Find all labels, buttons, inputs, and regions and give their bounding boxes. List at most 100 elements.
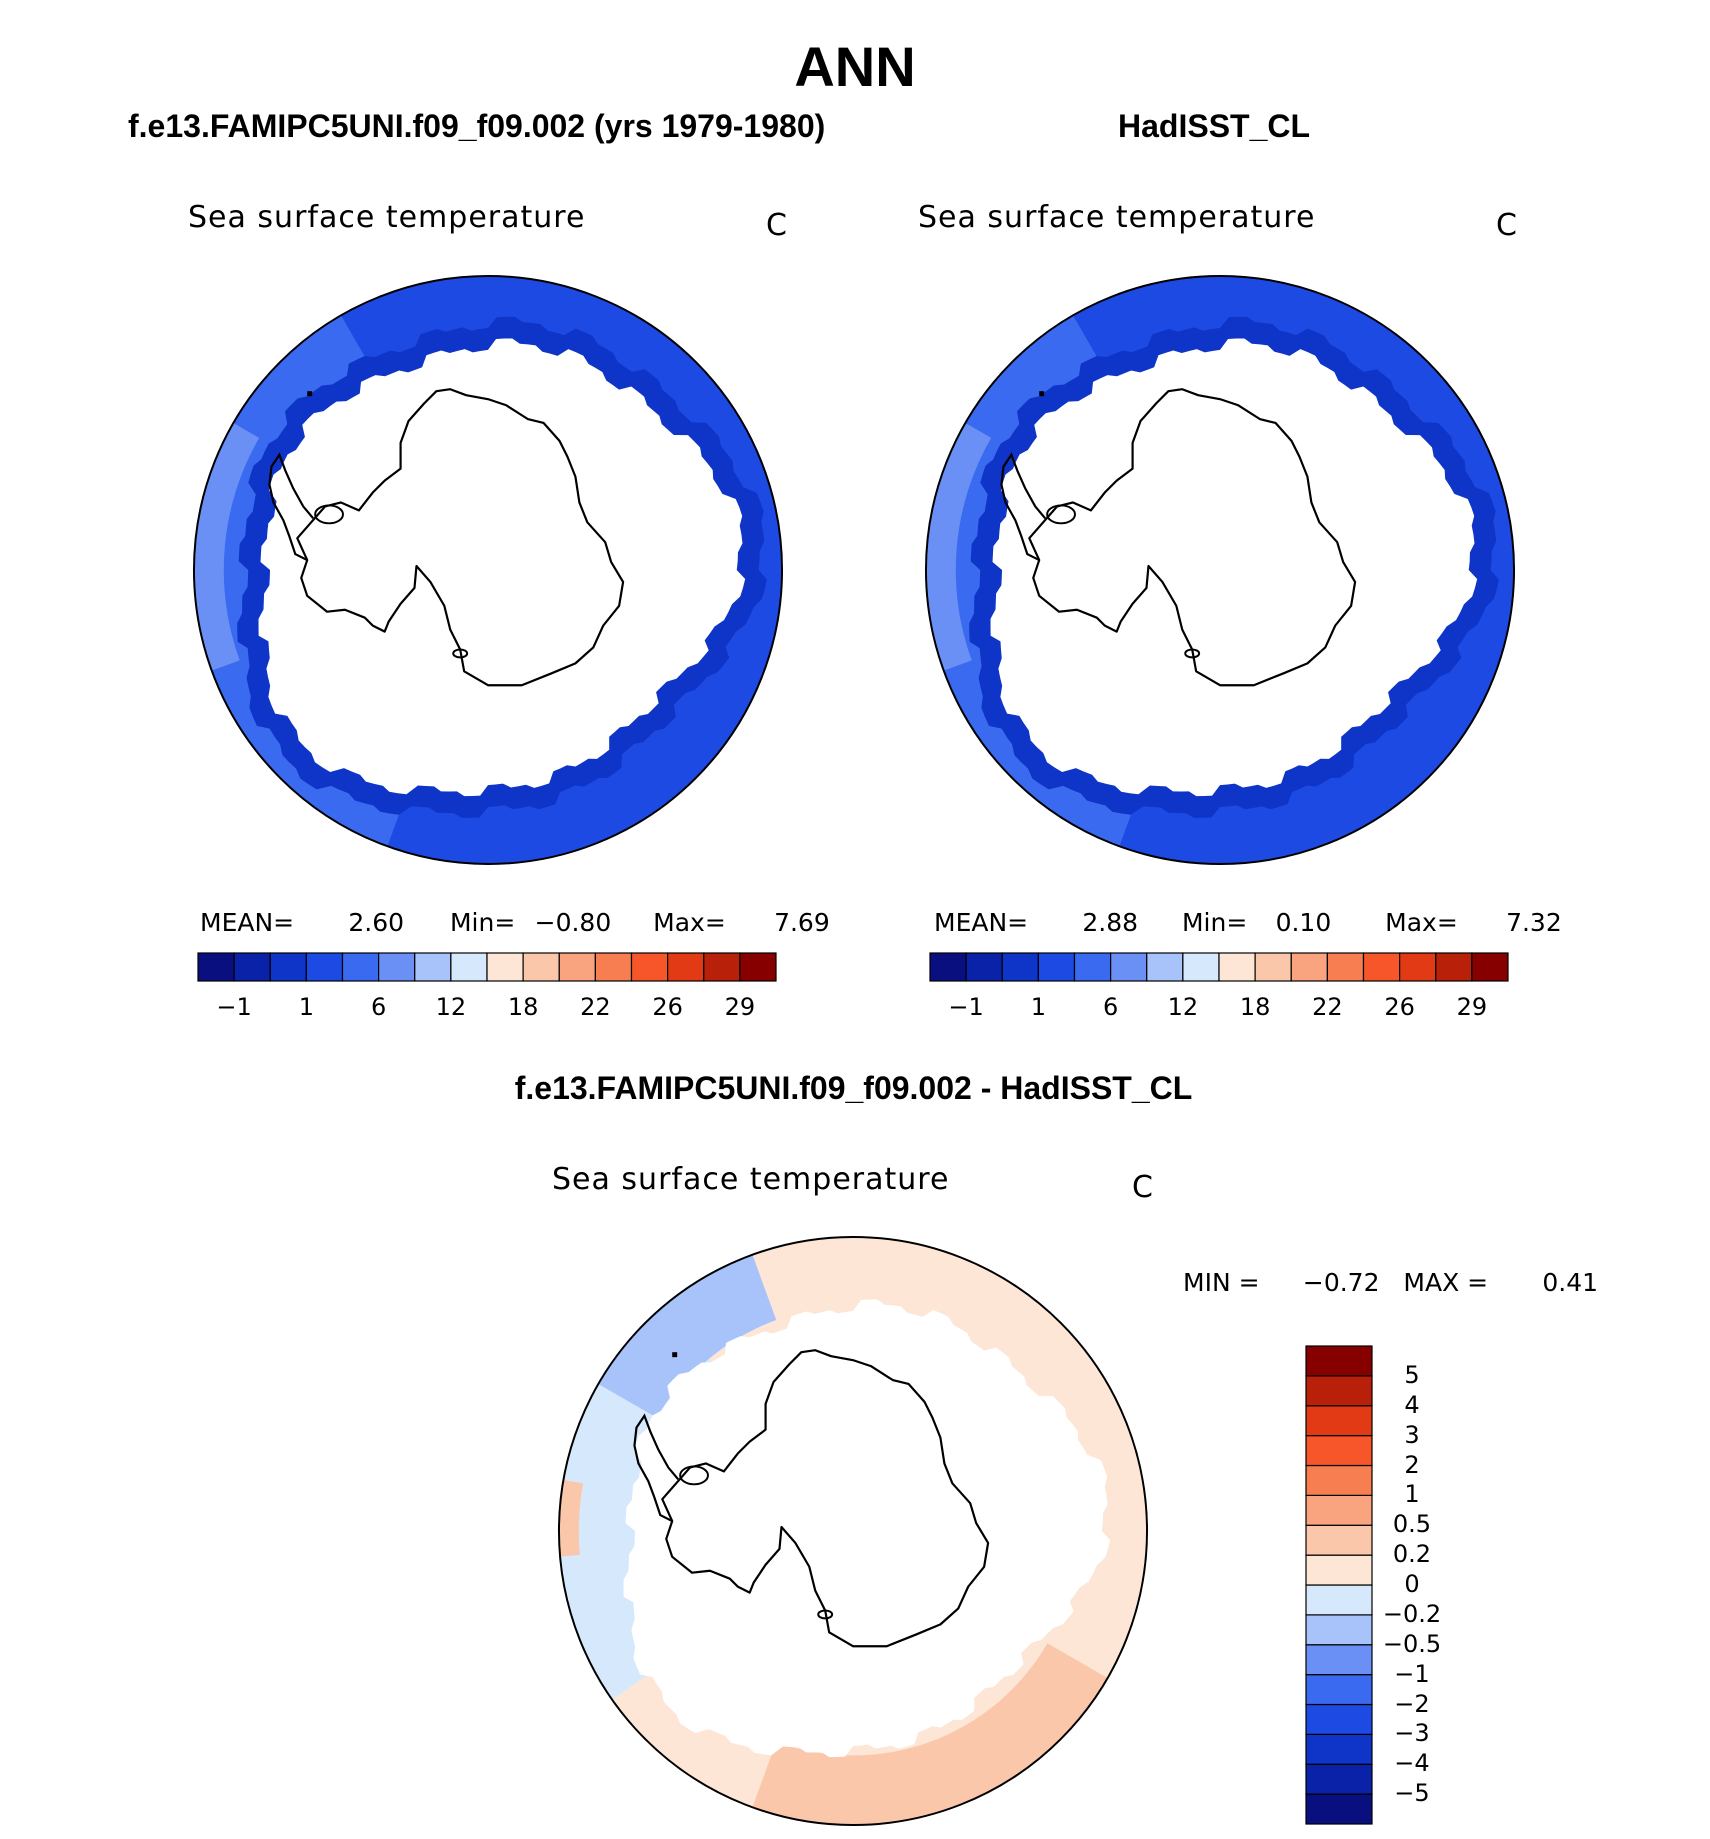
colorbar-tick-label: 29 <box>1456 993 1488 1021</box>
colorbar-cell <box>630 952 669 982</box>
colorbar-tick-label: 22 <box>580 993 611 1021</box>
min-label: Min= <box>449 908 516 937</box>
colorbar-cell <box>1471 952 1509 982</box>
colorbar-tick-label: 12 <box>435 993 467 1021</box>
colorbar-tick-label: 1 <box>1030 993 1047 1021</box>
diff-band <box>558 1479 584 1557</box>
variable-label-obs: Sea surface temperature <box>918 200 1316 235</box>
peninsula-coastline <box>1000 452 1047 562</box>
peninsula-coastline <box>633 1413 680 1523</box>
colorbar-labels-model: −1 1 6 12 18 22 26 29 <box>198 993 776 1023</box>
colorbar-tick-label: −0.5 <box>1382 1629 1442 1658</box>
colorbar-cell <box>522 952 560 982</box>
colorbar-cell <box>667 952 705 982</box>
island <box>1039 391 1045 397</box>
colorbar-cell <box>965 952 1003 982</box>
main-title: ANN <box>794 35 916 98</box>
colorbar-model <box>197 952 777 982</box>
colorbar-cell <box>269 952 307 982</box>
colorbar-cell <box>1218 952 1256 982</box>
mean-label: MEAN= <box>934 908 1029 937</box>
island <box>1046 504 1076 525</box>
min-value: 0.10 <box>1275 908 1332 937</box>
colorbar-cell <box>1037 952 1076 982</box>
colorbar-tick-label: −0.2 <box>1382 1599 1442 1628</box>
island <box>314 504 344 525</box>
island <box>452 648 469 659</box>
colorbar-cell <box>1305 1674 1373 1706</box>
variable-label-diff: Sea surface temperature <box>552 1162 950 1197</box>
colorbar-cell <box>1305 1494 1373 1526</box>
panel-title-diff: f.e13.FAMIPC5UNI.f09_f09.002 - HadISST_C… <box>514 1070 1193 1106</box>
colorbar-obs <box>929 952 1509 982</box>
map-border <box>924 274 1516 866</box>
colorbar-tick-label: 4 <box>1404 1390 1420 1419</box>
variable-label-model: Sea surface temperature <box>188 200 586 235</box>
colorbar-cell <box>1305 1524 1373 1556</box>
colorbar-cell <box>1182 952 1220 982</box>
colorbar-tick-label: 0.5 <box>1392 1510 1432 1539</box>
map-border <box>557 1235 1149 1827</box>
colorbar-cell <box>1305 1584 1373 1616</box>
colorbar-cell <box>1305 1703 1373 1735</box>
antarctica-coastline <box>661 1349 990 1648</box>
colorbar-cell <box>703 952 741 982</box>
colorbar-tick-label: −1 <box>1394 1659 1430 1688</box>
colorbar-tick-label: 0.2 <box>1392 1540 1432 1569</box>
max-value: 7.32 <box>1506 908 1562 937</box>
colorbar-cell <box>1305 1554 1373 1586</box>
colorbar-tick-label: 3 <box>1404 1420 1420 1449</box>
colorbar-cell <box>1305 1405 1373 1437</box>
colorbar-tick-label: 12 <box>1167 993 1199 1021</box>
map-layer <box>925 275 1515 865</box>
colorbar-cell <box>378 952 416 982</box>
colorbar-cell <box>1362 952 1401 982</box>
colorbar-cell <box>197 952 235 982</box>
colorbar-cell <box>1399 952 1437 982</box>
colorbar-tick-label: 18 <box>1239 993 1271 1021</box>
min-label: Min= <box>1181 908 1248 937</box>
colorbar-cell <box>1305 1644 1373 1676</box>
sea-ice-mask <box>990 338 1478 797</box>
antarctica-coastline <box>296 388 625 687</box>
colorbar-diff <box>1305 1345 1373 1825</box>
map-layer <box>558 1236 1148 1826</box>
colorbar-cell <box>486 952 524 982</box>
colorbar-cell <box>1326 952 1365 982</box>
colorbar-tick-label: −2 <box>1394 1689 1430 1718</box>
island <box>672 1352 678 1358</box>
colorbar-cell <box>233 952 271 982</box>
island <box>307 391 313 397</box>
colorbar-tick-label: 6 <box>370 993 387 1021</box>
mean-label: MEAN= <box>200 908 295 937</box>
colorbar-cell <box>1001 952 1039 982</box>
min-label: MIN = <box>1183 1268 1260 1297</box>
colorbar-cell <box>929 952 967 982</box>
colorbar-cell <box>1305 1733 1373 1765</box>
colorbar-tick-label: −5 <box>1394 1779 1430 1808</box>
colorbar-cell <box>1254 952 1292 982</box>
diff-band <box>598 1254 777 1419</box>
sst-band <box>193 422 260 671</box>
map-layer <box>193 275 783 865</box>
diff-band <box>752 1643 1108 1826</box>
max-label: Max= <box>653 908 726 937</box>
colorbar-tick-label: 1 <box>1404 1480 1420 1509</box>
colorbar-cell <box>739 952 777 982</box>
colorbar-labels-obs: −1 1 6 12 18 22 26 29 <box>930 993 1508 1023</box>
panel-title-model: f.e13.FAMIPC5UNI.f09_f09.002 (yrs 1979-1… <box>128 108 826 144</box>
colorbar-cell <box>1305 1435 1373 1467</box>
map-diff <box>557 1235 1149 1827</box>
island <box>817 1609 834 1620</box>
colorbar-tick-label: 26 <box>652 993 683 1021</box>
sst-band <box>925 422 992 671</box>
min-value: −0.80 <box>534 908 612 937</box>
mean-value: 2.60 <box>348 908 405 937</box>
island <box>679 1465 709 1486</box>
map-obs <box>924 274 1516 866</box>
sea-ice-mask <box>258 338 746 797</box>
colorbar-cell <box>414 952 452 982</box>
colorbar-tick-label: −3 <box>1394 1719 1430 1748</box>
colorbar-tick-label: 2 <box>1404 1450 1420 1479</box>
colorbar-cell <box>594 952 633 982</box>
